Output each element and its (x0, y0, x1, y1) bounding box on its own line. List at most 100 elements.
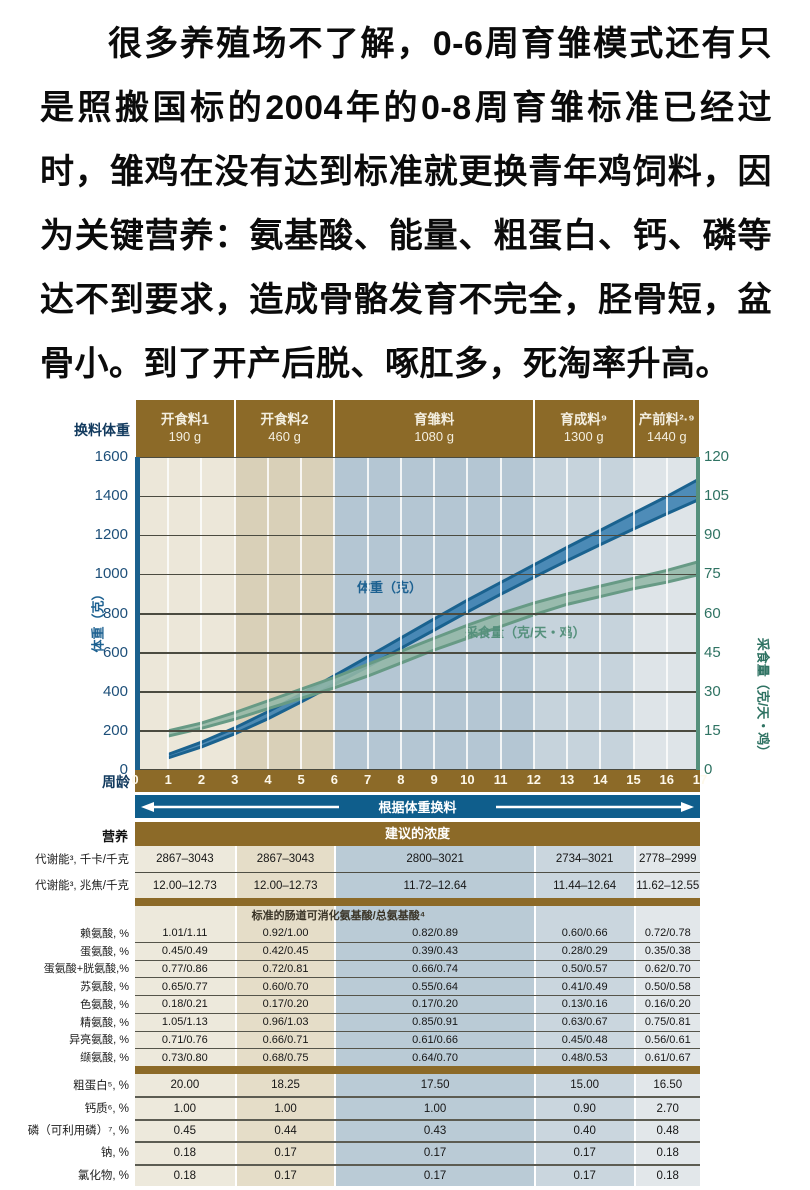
row-label: 磷（可利用磷）⁷, % (27, 1124, 129, 1137)
week-tick: 2 (197, 772, 206, 787)
row-cells: 0.18 0.17 0.17 0.17 0.18 (135, 1141, 700, 1164)
value-cell: 16.50 (633, 1074, 700, 1097)
value-cell: 0.45 (135, 1120, 235, 1142)
subheader-cell (334, 906, 534, 924)
value-cell: 0.18 (135, 1143, 235, 1164)
value-cell: 0.17/0.20 (234, 996, 335, 1013)
value-cell: 1.01/1.11 (135, 924, 235, 942)
value-cell: 0.77/0.86 (135, 960, 235, 978)
value-cell: 0.16/0.20 (633, 996, 700, 1013)
value-cell: 0.63/0.67 (533, 1013, 634, 1031)
right-tick: 105 (704, 487, 730, 505)
phase-name: 育成料⁹ (560, 412, 608, 428)
left-tick: 1600 (94, 448, 128, 465)
phase-amount: 190 g (168, 428, 202, 444)
phase-cell: 育雏料 1080 g (335, 400, 533, 457)
row-label: 蛋氨酸+胱氨酸,% (43, 963, 129, 976)
value-cell: 0.61/0.66 (334, 1031, 534, 1049)
phase-amount: 1440 g (646, 428, 687, 444)
left-tick: 400 (102, 682, 128, 700)
week-tick: 3 (231, 772, 239, 787)
left-tick: 1200 (94, 526, 128, 544)
value-cell: 11.72–12.64 (334, 873, 534, 898)
left-tick: 0 (119, 761, 128, 778)
value-cell: 0.55/0.64 (334, 978, 534, 995)
row-cells: 20.00 18.25 17.50 15.00 16.50 (135, 1074, 700, 1097)
row-cells: 0.45/0.49 0.42/0.45 0.39/0.43 0.28/0.29 0.35… (135, 941, 700, 960)
value-cell: 0.60/0.70 (234, 978, 335, 995)
growth-chart-plot: 体重（克） 采食量（克/天・鸡） (135, 457, 700, 770)
table-row: 蛋氨酸+胱氨酸,% 0.77/0.86 0.72/0.81 0.66/0.74 0.50… (0, 959, 700, 978)
table-row: 精氨酸, % 1.05/1.13 0.96/1.03 0.85/0.91 0.63/0.… (0, 1012, 700, 1031)
left-tick: 1400 (94, 487, 128, 505)
weight-gridline (135, 691, 700, 693)
row-label: 钙质⁶, % (84, 1102, 129, 1115)
value-cell: 2734–3021 (533, 846, 634, 872)
table-row: 粗蛋白⁵, % 20.00 18.25 17.50 15.00 16.50 (0, 1074, 700, 1097)
phase-amount: 1080 g (414, 428, 454, 444)
value-cell: 0.72/0.78 (633, 924, 700, 942)
value-cell: 0.50/0.58 (633, 978, 700, 995)
phase-name: 开食料1 (160, 412, 209, 428)
value-cell: 2867–3043 (234, 846, 335, 872)
right-tick: 75 (704, 565, 721, 583)
left-tick: 600 (102, 643, 128, 661)
phase-name: 开食料2 (260, 412, 309, 428)
right-arrow-icon (495, 801, 694, 812)
weight-gridline (135, 613, 700, 615)
table-row: 磷（可利用磷）⁷, % 0.45 0.44 0.43 0.40 0.48 (0, 1118, 700, 1142)
phase-name: 产前料²·⁹ (638, 412, 695, 428)
right-tick: 120 (704, 448, 730, 465)
week-tick: 13 (559, 772, 575, 787)
value-cell: 0.60/0.66 (533, 924, 634, 942)
row-cells: 1.01/1.11 0.92/1.00 0.82/0.89 0.60/0.66 0.72… (135, 924, 700, 942)
value-cell: 0.62/0.70 (633, 960, 700, 978)
value-cell: 2.70 (633, 1098, 700, 1119)
x-axis-title: 周龄 (102, 774, 130, 790)
value-cell: 0.17/0.20 (334, 996, 534, 1013)
value-cell: 0.45/0.49 (135, 942, 235, 960)
value-cell: 15.00 (533, 1074, 634, 1097)
value-cell: 0.17 (533, 1143, 634, 1164)
value-cell: 0.92/1.00 (234, 924, 335, 942)
value-cell: 1.00 (334, 1098, 534, 1119)
value-cell: 2778–2999 (633, 846, 700, 872)
value-cell: 0.28/0.29 (533, 942, 634, 960)
value-cell: 1.05/1.13 (135, 1013, 235, 1031)
right-tick: 90 (704, 526, 721, 544)
feed-change-weight-label: 换料体重 (74, 422, 130, 438)
row-cells: 12.00–12.73 12.00–12.73 11.72–12.64 11.44–1… (135, 872, 700, 898)
value-cell: 0.17 (334, 1143, 534, 1164)
table-row: 蛋氨酸, % 0.45/0.49 0.42/0.45 0.39/0.43 0.28/0.… (0, 941, 700, 960)
value-cell: 0.18/0.21 (135, 996, 235, 1013)
value-cell: 11.62–12.55 (633, 873, 700, 898)
value-cell: 0.41/0.49 (533, 978, 634, 995)
value-cell: 0.48/0.53 (533, 1049, 634, 1066)
week-tick: 8 (397, 772, 405, 787)
subheader-cell (633, 906, 700, 924)
subheader-cell (234, 906, 335, 924)
value-cell: 0.73/0.80 (135, 1049, 235, 1066)
subheader-row: 标准的肠道可消化氨基酸/总氨基酸⁴ (0, 906, 700, 924)
arrow-band-label: 根据体重换料 (378, 800, 457, 815)
right-tick: 30 (704, 682, 721, 700)
value-cell: 0.48 (633, 1120, 700, 1142)
subheader-cells: 标准的肠道可消化氨基酸/总氨基酸⁴ (135, 906, 700, 924)
right-axis-title: 采食量（克/天・鸡） (755, 637, 771, 759)
phase-amount: 460 g (268, 428, 301, 444)
left-axis-ticks: 0 200 400 600 800 1000 1200 1400 1600 (0, 449, 128, 778)
weight-gridline (135, 534, 700, 537)
value-cell: 0.17 (234, 1165, 335, 1186)
table-row: 钙质⁶, % 1.00 1.00 1.00 0.90 2.70 (0, 1096, 700, 1119)
table-row: 氯化物, % 0.18 0.17 0.17 0.17 0.18 (0, 1163, 700, 1186)
value-cell: 2867–3043 (135, 846, 235, 872)
value-cell: 2800–3021 (334, 846, 534, 872)
x-axis-band: 0 1 2 3 4 5 6 7 8 9 10 11 12 13 14 15 16 17 (131, 770, 707, 792)
week-tick: 7 (364, 772, 372, 787)
row-label: 异亮氨酸, % (69, 1034, 129, 1047)
value-cell: 0.65/0.77 (135, 978, 235, 995)
value-cell: 0.50/0.57 (533, 960, 634, 978)
right-tick: 15 (704, 721, 721, 739)
row-cells: 0.18 0.17 0.17 0.17 0.18 (135, 1163, 700, 1186)
value-cell: 0.71/0.76 (135, 1031, 235, 1049)
